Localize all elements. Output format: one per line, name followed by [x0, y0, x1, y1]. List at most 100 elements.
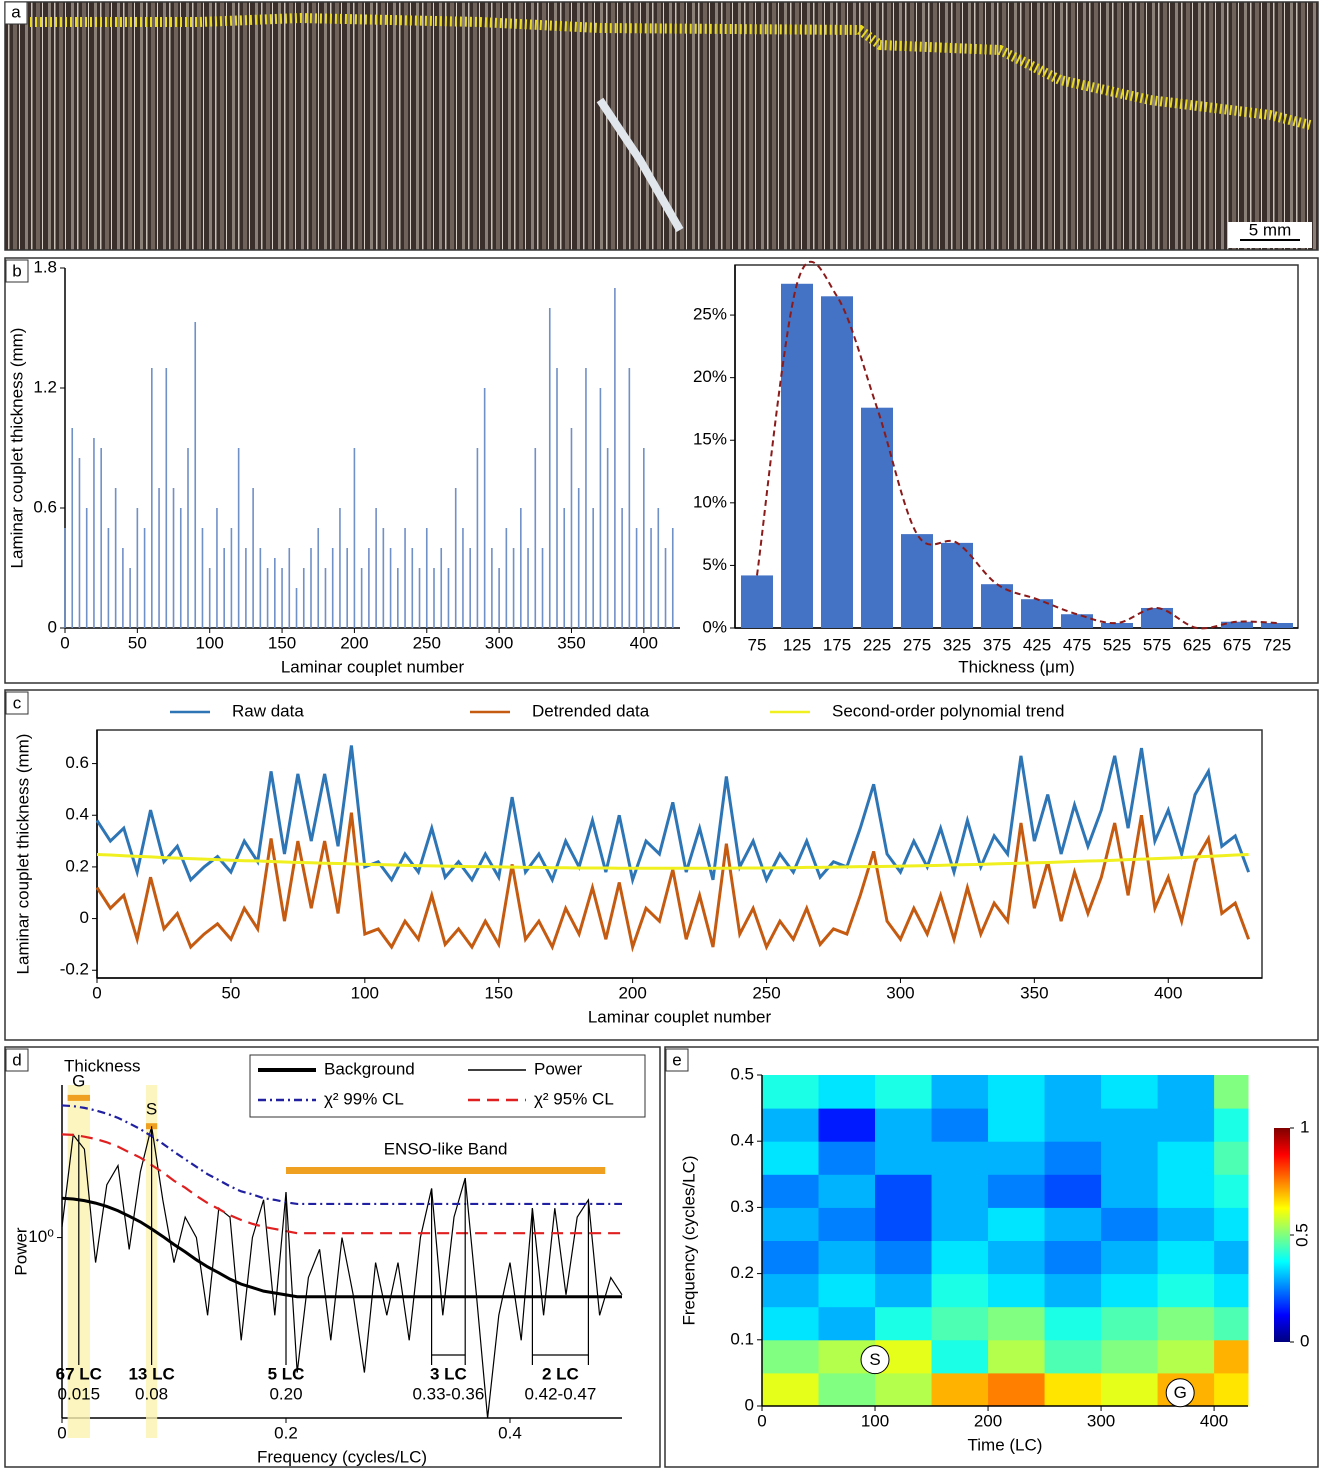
heat-cell — [818, 1240, 876, 1275]
y-tick-label: 20% — [693, 367, 727, 386]
bar — [664, 548, 667, 628]
bar — [201, 528, 204, 628]
heat-cell — [1214, 1240, 1249, 1275]
bar — [425, 528, 428, 628]
series-line — [61, 1126, 623, 1419]
heat-cell — [931, 1372, 989, 1407]
bar — [541, 548, 544, 628]
y-axis-title: Power — [11, 1227, 30, 1276]
colorbar-tick-label: 1 — [1300, 1117, 1309, 1136]
x-tick-label: 0 — [57, 1423, 66, 1442]
y-tick-label: 15% — [693, 430, 727, 449]
y-tick-label: 0.5 — [730, 1064, 754, 1083]
vein — [596, 97, 684, 232]
scale-bar-bg — [1228, 222, 1312, 248]
bar — [671, 528, 674, 628]
heat-cell — [1214, 1372, 1249, 1407]
bar — [237, 448, 240, 628]
bar — [1141, 607, 1173, 628]
heat-cell — [818, 1174, 876, 1208]
heat-cell — [875, 1174, 933, 1208]
heat-cell — [988, 1306, 1046, 1341]
bar — [368, 548, 370, 628]
bar — [577, 488, 580, 628]
x-tick-label: 125 — [783, 635, 811, 654]
x-tick-label: 325 — [943, 635, 971, 654]
bar — [346, 548, 348, 628]
x-tick-label: 300 — [886, 983, 914, 1002]
bar — [194, 322, 197, 628]
bar — [266, 568, 269, 628]
heat-cell — [931, 1339, 989, 1374]
bar — [230, 528, 233, 628]
plot-frame — [734, 264, 1299, 629]
period-label: 3 LC — [430, 1364, 467, 1383]
heat-cell — [875, 1108, 933, 1142]
bar — [382, 528, 385, 628]
x-axis-title: Time (LC) — [968, 1435, 1043, 1454]
period-label: 67 LC — [56, 1364, 102, 1383]
heat-cell — [762, 1273, 820, 1308]
bar — [621, 508, 623, 628]
heat-cell — [931, 1306, 989, 1341]
y-tick-label: 0.4 — [730, 1131, 754, 1150]
heat-cell — [1157, 1273, 1215, 1308]
heat-cell — [875, 1240, 933, 1275]
heat-cell — [1214, 1339, 1249, 1374]
marker-label: G — [1174, 1383, 1187, 1402]
heat-cell — [1157, 1207, 1215, 1241]
colorbar-tick-label: 0.5 — [1292, 1223, 1311, 1247]
heat-cell — [1157, 1108, 1215, 1142]
y-tick-label: 1.8 — [33, 257, 57, 276]
period-label: 2 LC — [542, 1364, 579, 1383]
band-bar — [286, 1167, 606, 1174]
y-axis-title: Laminar couplet thickness (mm) — [7, 328, 26, 569]
series-line — [95, 745, 1251, 886]
bar — [650, 528, 652, 628]
bar — [592, 508, 594, 628]
bar — [981, 584, 1013, 628]
bar — [498, 568, 500, 628]
legend-box — [249, 1054, 646, 1118]
bar — [741, 575, 773, 628]
y-tick-label: 0.2 — [730, 1263, 754, 1282]
heat-cell — [762, 1174, 820, 1208]
bar — [339, 508, 341, 628]
heat-cell — [1214, 1306, 1249, 1341]
band-label: ENSO-like Band — [384, 1139, 508, 1158]
series-line — [96, 853, 1249, 870]
heat-cell — [1101, 1306, 1159, 1341]
heat-cell — [1214, 1075, 1249, 1109]
heat-cell — [931, 1240, 989, 1275]
panel-label: c — [13, 693, 22, 712]
series-line — [95, 812, 1251, 953]
panel-label: b — [12, 261, 21, 280]
x-tick-label: 300 — [485, 633, 513, 652]
heat-cell — [1101, 1240, 1159, 1275]
heat-cell — [818, 1141, 876, 1175]
bar — [570, 428, 573, 628]
bar — [93, 438, 95, 628]
x-tick-label: 375 — [983, 635, 1011, 654]
x-tick-label: 400 — [1200, 1411, 1228, 1430]
x-tick-label: 525 — [1103, 635, 1131, 654]
x-tick-label: 475 — [1063, 635, 1091, 654]
heat-cell — [1101, 1273, 1159, 1308]
heat-cell — [1101, 1108, 1159, 1142]
heat-cell — [1101, 1075, 1159, 1109]
x-tick-label: 625 — [1183, 635, 1211, 654]
y-tick-label: 0 — [745, 1395, 754, 1414]
x-tick-label: 350 — [1020, 983, 1048, 1002]
x-tick-label: 400 — [630, 633, 658, 652]
bar — [331, 548, 334, 628]
bar — [440, 548, 443, 628]
panel-label-box — [5, 259, 29, 283]
heat-cell — [875, 1141, 933, 1175]
core-photo: 5 mm a — [4, 1, 1319, 251]
bar — [462, 528, 464, 628]
bar — [941, 542, 973, 628]
bar — [397, 568, 399, 628]
x-tick-label: 0 — [757, 1411, 766, 1430]
x-tick-label: 100 — [861, 1411, 889, 1430]
